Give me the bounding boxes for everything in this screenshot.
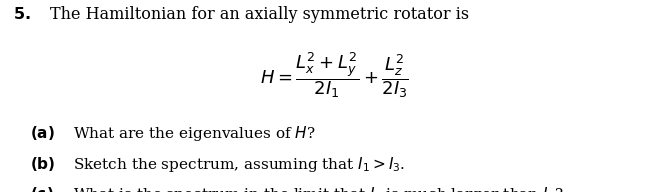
Text: $\bf{(c)}$: $\bf{(c)}$	[30, 185, 53, 192]
Text: $\bf{(b)}$: $\bf{(b)}$	[30, 155, 55, 173]
Text: Sketch the spectrum, assuming that $I_1 > I_3$.: Sketch the spectrum, assuming that $I_1 …	[73, 155, 406, 174]
Text: The Hamiltonian for an axially symmetric rotator is: The Hamiltonian for an axially symmetric…	[50, 6, 469, 23]
Text: $H = \dfrac{L_x^2 + L_y^2}{2I_1} + \dfrac{L_z^2}{2I_3}$: $H = \dfrac{L_x^2 + L_y^2}{2I_1} + \dfra…	[260, 50, 408, 100]
Text: $\bf{(a)}$: $\bf{(a)}$	[30, 124, 55, 142]
Text: What is the spectrum in the limit that $I_1$ is much larger than $I_3$?: What is the spectrum in the limit that $…	[73, 185, 564, 192]
Text: $\bf{5.}$: $\bf{5.}$	[13, 6, 31, 22]
Text: What are the eigenvalues of $H$?: What are the eigenvalues of $H$?	[73, 124, 316, 143]
